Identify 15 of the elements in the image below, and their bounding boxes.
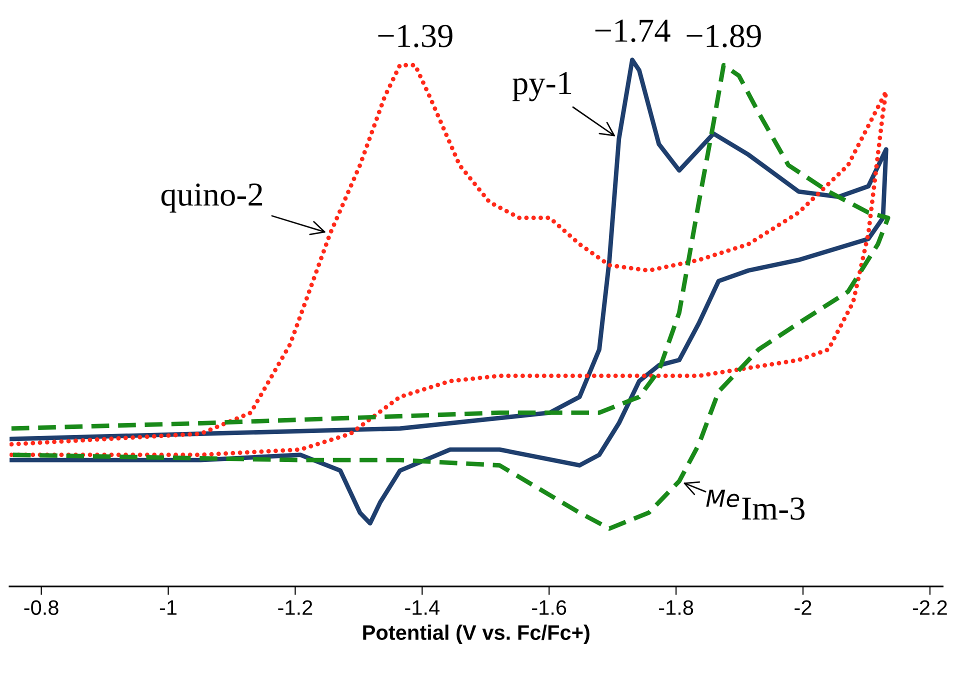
x-tick-label: -0.8: [24, 600, 58, 615]
x-axis-title: Potential (V vs. Fc/Fc+): [363, 624, 590, 644]
x-tick-label: -1.8: [659, 600, 694, 615]
x-tick-label: -1.2: [278, 600, 312, 615]
x-tick-label: -2.2: [912, 600, 947, 615]
annotation: −1.89: [686, 24, 761, 48]
annotation: −1.39: [378, 24, 452, 48]
x-tick-label: -1.6: [532, 600, 566, 615]
x-tick-label: -1: [160, 600, 177, 615]
series-label: py-1: [512, 72, 572, 102]
annotation: −1.74: [595, 20, 670, 42]
text: quino-2: [161, 183, 262, 213]
x-tick-label: -2: [794, 600, 812, 615]
x-tick-label: -1.4: [405, 600, 440, 615]
series-label: $^{Me}$Im-3: [706, 490, 804, 520]
